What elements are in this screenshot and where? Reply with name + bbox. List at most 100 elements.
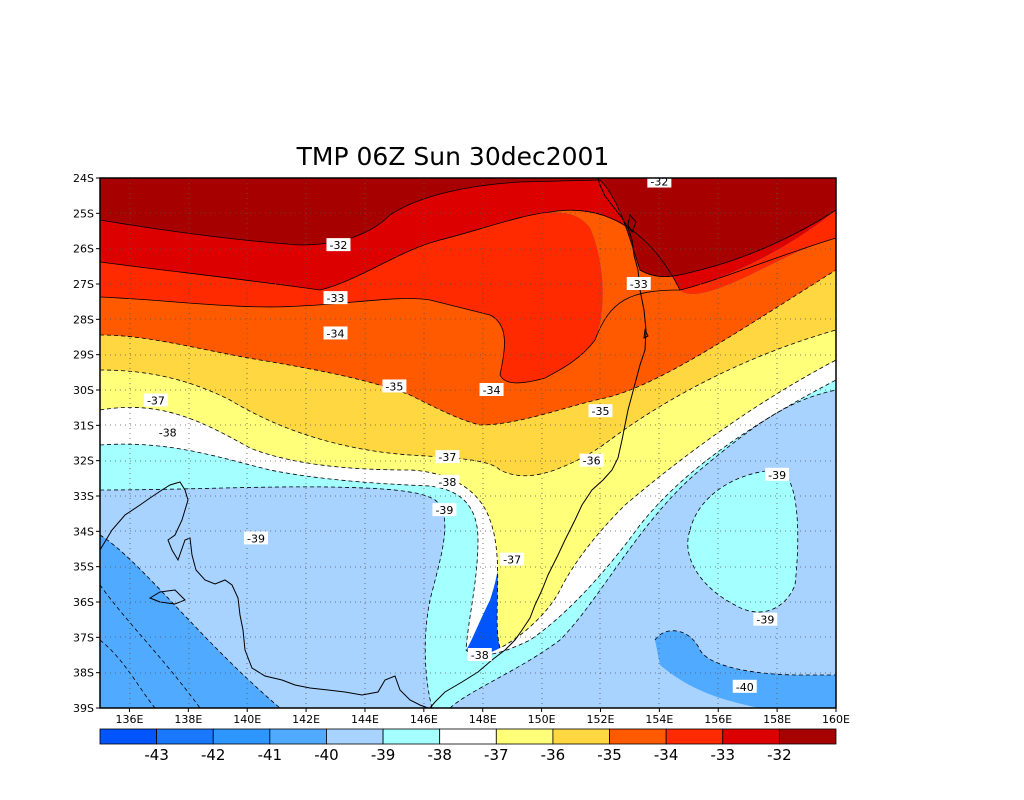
contour-label: -32 (647, 176, 672, 189)
contour-label-box (244, 531, 269, 545)
contour-label: -39 (244, 531, 269, 545)
y-tick-label: 38S (73, 667, 94, 680)
contour-label-box (753, 612, 778, 626)
colorbar-swatch (552, 728, 610, 745)
colorbar-label: -37 (484, 746, 509, 764)
colorbar-label: -32 (767, 746, 792, 764)
contour-label-text: -34 (327, 327, 345, 340)
colorbar-label: -33 (711, 746, 736, 764)
contour-label-text: -39 (247, 532, 265, 545)
colorbar-swatch (156, 728, 214, 745)
contour-line (100, 534, 281, 708)
coastline-south (100, 481, 429, 708)
x-tick-label: 160E (822, 713, 850, 726)
chart-title: TMP 06Z Sun 30dec2001 (296, 142, 610, 171)
band-41 (100, 535, 280, 708)
x-tick-label: 150E (528, 713, 556, 726)
band-40-low (655, 630, 836, 708)
contour-label-text: -33 (327, 292, 345, 305)
y-tick-label: 26S (73, 243, 94, 256)
y-tick-label: 39S (73, 702, 94, 715)
y-tick-label: 31S (73, 419, 94, 432)
contour-label: -37 (500, 552, 525, 567)
x-tick-label: 140E (233, 713, 261, 726)
contour-label-box (647, 178, 672, 188)
contour-label: -34 (479, 383, 504, 397)
contour-label-text: -38 (159, 426, 177, 439)
colorbar-swatch (665, 728, 724, 745)
contour-label: -38 (435, 474, 460, 489)
coastline (100, 178, 649, 708)
contour-label-text: -37 (438, 451, 456, 464)
colorbar: -43 -42 -41 -40 -39 -38 -37 -36 -35 -34 -33 -32 (99, 728, 837, 764)
band-37 (100, 330, 836, 648)
y-tick-label: 36S (73, 596, 94, 609)
contour-label: -39 (432, 503, 457, 517)
contour-label-text: -39 (768, 469, 786, 482)
contour-label: -37 (435, 450, 460, 464)
contour-label-box (626, 277, 651, 290)
contour-line (100, 639, 156, 708)
contour-label-text: -32 (650, 176, 668, 189)
x-tick-label: 156E (704, 713, 732, 726)
contour-label: -32 (326, 238, 351, 252)
grid (100, 178, 836, 708)
band-39-island (687, 470, 798, 613)
y-tick-label: 30S (73, 384, 94, 397)
colorbar-swatch (212, 728, 271, 745)
colorbar-swatch (495, 728, 554, 745)
band-36 (100, 270, 836, 476)
contour-label: -37 (143, 393, 168, 408)
band-40 (100, 390, 836, 708)
colorbar-swatch (99, 728, 158, 745)
colorbar-label: -42 (201, 746, 226, 764)
contour-label: -35 (382, 379, 407, 393)
contour-labels: -32 -32 -33 -33 -34 -34 -35 -35 -36 -37 -37 -37 -38 -… (143, 176, 790, 694)
contour-label: -33 (626, 277, 651, 291)
colorbar-label: -39 (371, 746, 396, 764)
contour-label-box (323, 291, 348, 305)
contour-label-text: -38 (438, 476, 456, 489)
contour-line (100, 584, 201, 708)
contour-label-text: -32 (329, 239, 347, 252)
contour-label-box (479, 383, 504, 396)
y-tick-label: 25S (73, 207, 94, 220)
contour-label-box (765, 467, 790, 481)
x-tick-label: 138E (174, 713, 202, 726)
contour-label: -40 (732, 679, 757, 694)
colorbar-swatch (778, 728, 837, 745)
contour-label: -38 (155, 425, 180, 439)
y-tick-label: 34S (73, 525, 94, 538)
contour-label: -38 (467, 648, 492, 662)
coastline-mainland (429, 178, 647, 708)
contour-line (654, 630, 836, 676)
contour-label-box (435, 450, 460, 464)
contour-label-text: -39 (756, 614, 774, 627)
contour-label-text: -37 (147, 395, 165, 408)
contour-line (100, 179, 836, 277)
contour-line (687, 469, 799, 613)
contour-line (100, 379, 836, 656)
contour-label-box (732, 679, 757, 693)
colorbar-label: -36 (541, 746, 566, 764)
contour-label-text: -39 (435, 504, 453, 517)
x-tick-label: 136E (115, 713, 143, 726)
contour-label: -34 (323, 326, 348, 340)
contour-label-box (432, 503, 457, 517)
colorbar-label: -40 (314, 746, 339, 764)
contour-label-box (500, 552, 525, 566)
colorbar-label: -43 (144, 746, 169, 764)
contour-line (100, 389, 836, 708)
contour-label: -39 (753, 612, 778, 627)
x-tick-label: 154E (645, 713, 673, 726)
contour-label-box (155, 425, 180, 439)
colorbar-swatch (382, 728, 441, 745)
x-tick-label: 158E (763, 713, 791, 726)
x-tick-label: 148E (469, 713, 497, 726)
y-tick-label: 32S (73, 455, 94, 468)
contour-label-box (382, 379, 407, 393)
contour-label-box (579, 453, 604, 467)
colorbar-label: -38 (427, 746, 452, 764)
contour-label-text: -35 (385, 380, 403, 393)
